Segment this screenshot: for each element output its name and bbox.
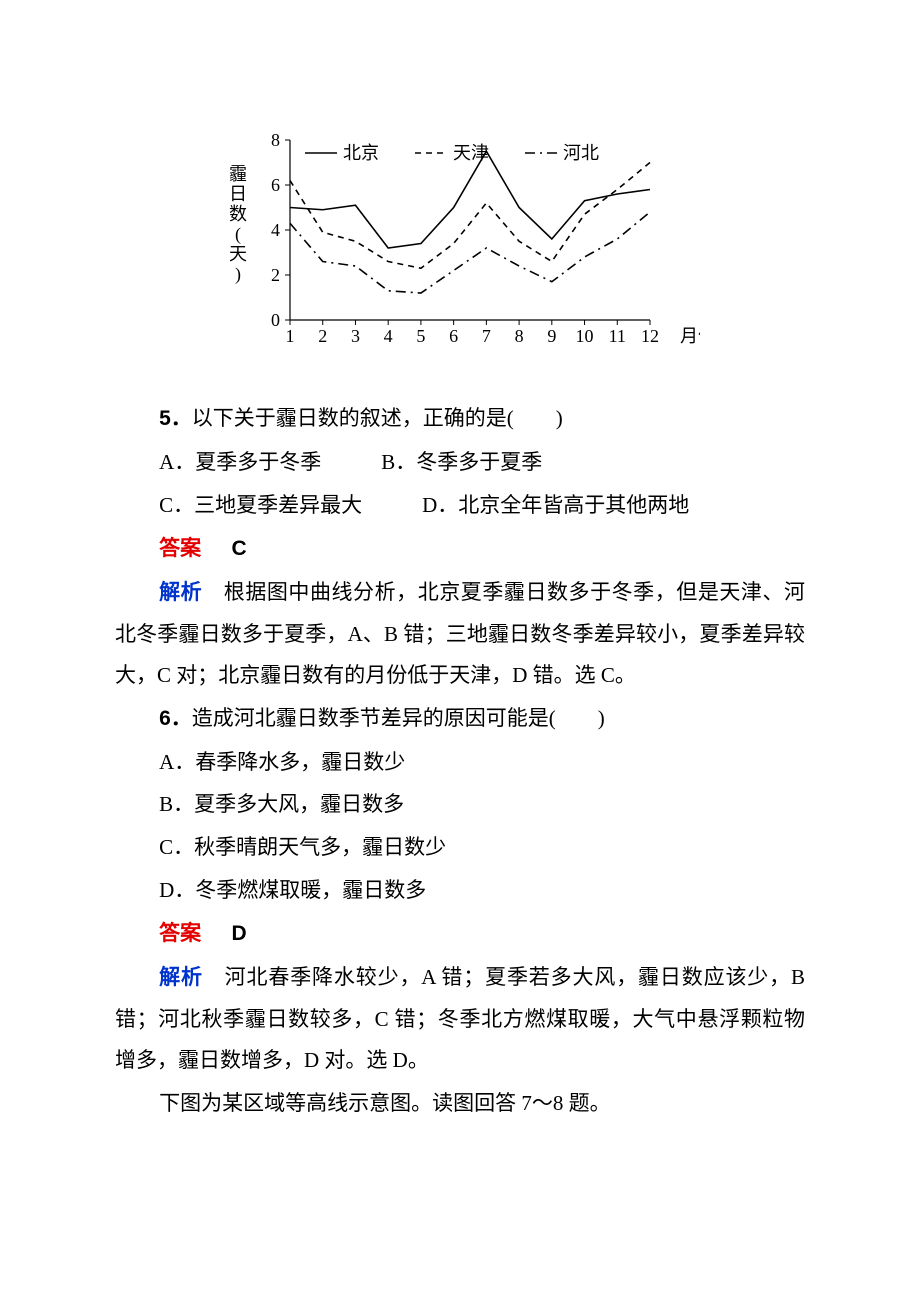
q5-options-row2: C．三地夏季差异最大 D．北京全年皆高于其他两地 bbox=[115, 485, 805, 526]
answer-label: 答案 bbox=[159, 537, 201, 560]
q5-options-row1: A．夏季多于冬季 B．冬季多于夏季 bbox=[115, 442, 805, 483]
svg-text:8: 8 bbox=[515, 326, 524, 346]
q5-stem-text: 以下关于霾日数的叙述，正确的是( ) bbox=[192, 406, 563, 430]
q5-stem: 5．以下关于霾日数的叙述，正确的是( ) bbox=[115, 398, 805, 440]
svg-text:2: 2 bbox=[318, 326, 327, 346]
svg-text:): ) bbox=[235, 264, 241, 285]
q6-options-b: B．夏季多大风，霾日数多 bbox=[115, 784, 805, 825]
svg-text:河北: 河北 bbox=[563, 143, 599, 163]
q6-option-c: C．秋季晴朗天气多，霾日数少 bbox=[115, 827, 446, 868]
explain-label-2: 解析 bbox=[159, 966, 203, 989]
q6-explain-text: 河北春季降水较少，A 错；夏季若多大风，霾日数应该少，B 错；河北秋季霾日数较多… bbox=[115, 965, 805, 1072]
q6-stem-text: 造成河北霾日数季节差异的原因可能是( ) bbox=[192, 706, 605, 730]
svg-text:9: 9 bbox=[547, 326, 556, 346]
svg-text:5: 5 bbox=[416, 326, 425, 346]
svg-text:10: 10 bbox=[576, 326, 594, 346]
q5-answer-line: 答案 C bbox=[115, 528, 805, 570]
q6-option-b: B．夏季多大风，霾日数多 bbox=[115, 784, 404, 825]
q6-answer: D bbox=[232, 922, 247, 945]
svg-text:6: 6 bbox=[449, 326, 458, 346]
svg-text:4: 4 bbox=[271, 220, 280, 240]
q6-options-c: C．秋季晴朗天气多，霾日数少 bbox=[115, 827, 805, 868]
q6-option-a: A．春季降水多，霾日数少 bbox=[115, 742, 405, 783]
svg-text:3: 3 bbox=[351, 326, 360, 346]
q6-options-a: A．春季降水多，霾日数少 bbox=[115, 742, 805, 783]
q6-number: 6． bbox=[159, 707, 192, 730]
svg-text:4: 4 bbox=[384, 326, 393, 346]
svg-text:日: 日 bbox=[229, 184, 247, 204]
explain-label: 解析 bbox=[159, 581, 202, 604]
q6-stem: 6．造成河北霾日数季节差异的原因可能是( ) bbox=[115, 698, 805, 740]
q5-answer: C bbox=[232, 537, 247, 560]
answer-label-2: 答案 bbox=[159, 922, 201, 945]
svg-text:7: 7 bbox=[482, 326, 491, 346]
svg-text:北京: 北京 bbox=[343, 143, 379, 163]
q5-option-b: B．冬季多于夏季 bbox=[381, 442, 542, 483]
svg-text:1: 1 bbox=[286, 326, 295, 346]
svg-text:11: 11 bbox=[609, 326, 626, 346]
q5-option-c: C．三地夏季差异最大 bbox=[115, 485, 362, 526]
q6-options-d: D．冬季燃煤取暖，霾日数多 bbox=[115, 870, 805, 911]
svg-text:6: 6 bbox=[271, 175, 280, 195]
q5-explain-text: 根据图中曲线分析，北京夏季霾日数多于冬季，但是天津、河北冬季霾日数多于夏季，A、… bbox=[115, 580, 805, 687]
q6-explain: 解析 河北春季降水较少，A 错；夏季若多大风，霾日数应该少，B 错；河北秋季霾日… bbox=[115, 957, 805, 1081]
q6-option-d: D．冬季燃煤取暖，霾日数多 bbox=[115, 870, 426, 911]
svg-text:(: ( bbox=[235, 224, 241, 245]
svg-text:8: 8 bbox=[271, 130, 280, 150]
svg-text:天: 天 bbox=[229, 244, 247, 264]
line-chart-svg: 02468123456789101112霾日数(天)月份北京天津河北 bbox=[220, 120, 700, 380]
svg-text:0: 0 bbox=[271, 310, 280, 330]
svg-text:天津: 天津 bbox=[453, 143, 489, 163]
svg-text:2: 2 bbox=[271, 265, 280, 285]
q5-number: 5． bbox=[159, 407, 192, 430]
q5-option-d: D．北京全年皆高于其他两地 bbox=[422, 485, 689, 526]
q6-answer-line: 答案 D bbox=[115, 913, 805, 955]
q5-option-a: A．夏季多于冬季 bbox=[115, 442, 321, 483]
q5-explain: 解析 根据图中曲线分析，北京夏季霾日数多于冬季，但是天津、河北冬季霾日数多于夏季… bbox=[115, 572, 805, 696]
svg-text:霾: 霾 bbox=[229, 164, 247, 184]
svg-text:12: 12 bbox=[641, 326, 659, 346]
trailer-text: 下图为某区域等高线示意图。读图回答 7～8 题。 bbox=[115, 1083, 805, 1124]
svg-text:月份: 月份 bbox=[680, 326, 700, 346]
svg-text:数: 数 bbox=[229, 204, 247, 224]
haze-chart: 02468123456789101112霾日数(天)月份北京天津河北 bbox=[220, 120, 700, 380]
